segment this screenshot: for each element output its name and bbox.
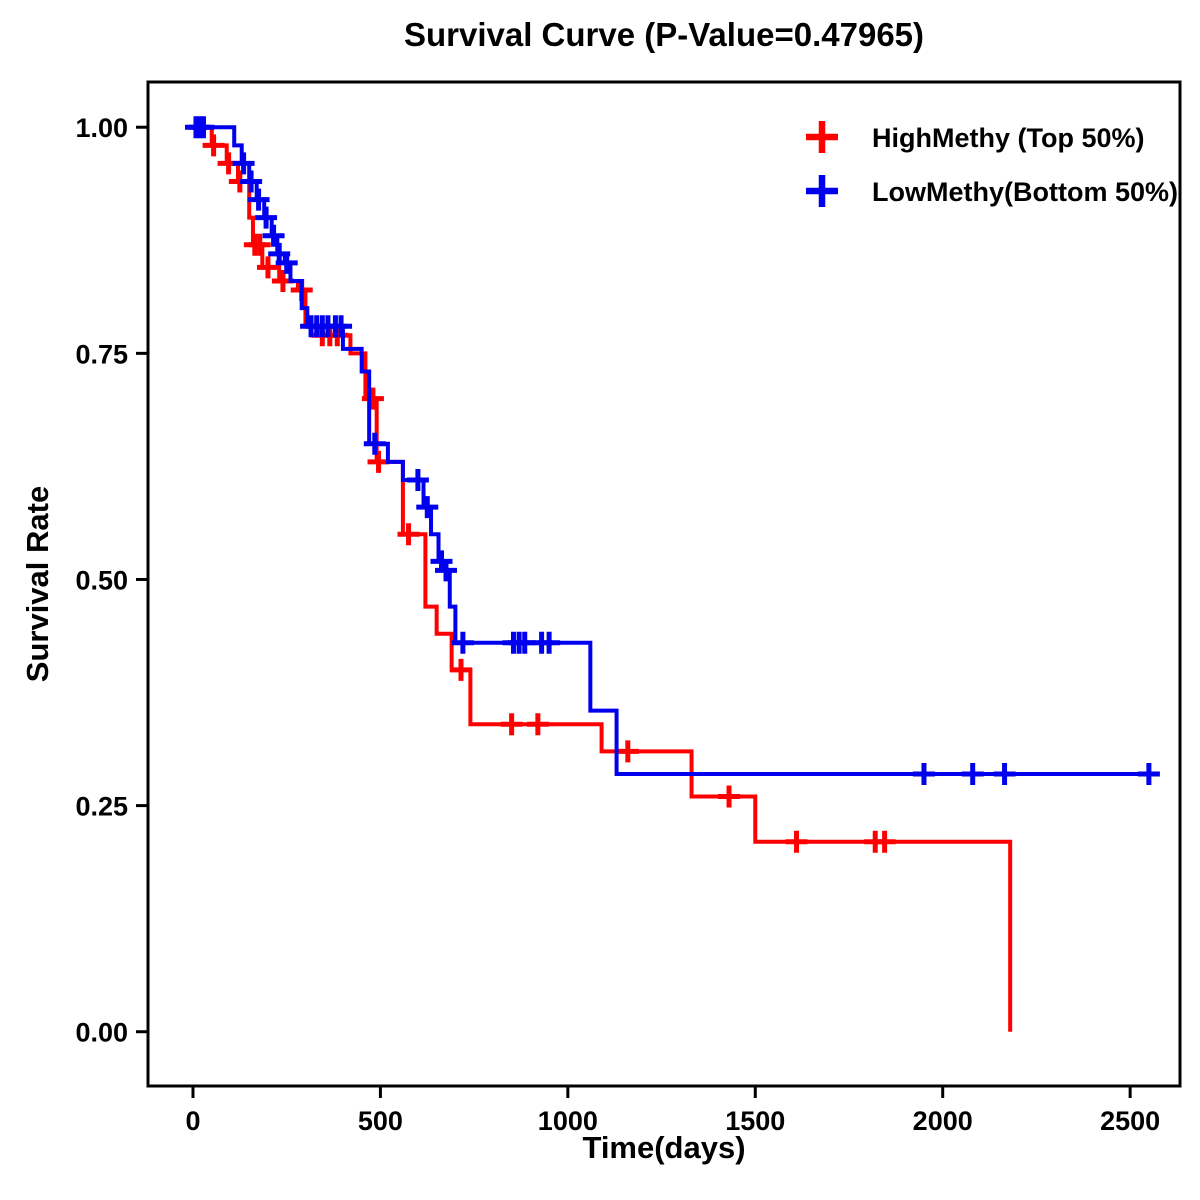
censor-mark-series-0 [450, 658, 473, 681]
censor-mark-series-0 [500, 713, 523, 736]
x-tick-label: 2500 [1100, 1106, 1160, 1136]
censor-mark-series-0 [397, 523, 420, 546]
censor-mark-series-0 [616, 740, 639, 763]
legend-marker-series-1 [806, 175, 838, 207]
censor-mark-series-0 [361, 387, 384, 410]
censor-mark-series-1 [406, 468, 429, 491]
survival-step-curve-series-1 [192, 125, 1157, 776]
x-tick-label: 0 [185, 1106, 200, 1136]
y-tick-label: 0.50 [75, 565, 128, 595]
x-tick-label: 2000 [913, 1106, 973, 1136]
censor-mark-series-1 [416, 496, 439, 519]
y-tick-label: 0.75 [75, 339, 128, 369]
legend-marker-series-0 [806, 121, 838, 153]
y-tick-label: 0.25 [75, 792, 128, 822]
x-tick-label: 1500 [725, 1106, 785, 1136]
censor-mark-series-0 [202, 134, 225, 157]
censor-mark-series-1 [247, 188, 270, 211]
censor-mark-series-0 [718, 785, 741, 808]
censor-mark-series-0 [526, 713, 549, 736]
censor-mark-series-0 [248, 233, 271, 256]
legend-label-series-0: HighMethy (Top 50%) [872, 123, 1145, 153]
y-tick-label: 1.00 [75, 113, 128, 143]
censor-mark-series-1 [435, 559, 458, 582]
y-axis-label: Survival Rate [20, 485, 55, 683]
y-tick-label: 0.00 [75, 1018, 128, 1048]
censor-mark-series-0 [367, 450, 390, 473]
censor-mark-series-1 [275, 251, 298, 274]
legend-label-series-1: LowMethy(Bottom 50%) [872, 177, 1178, 207]
censor-mark-series-1 [961, 762, 984, 785]
censor-mark-series-1 [240, 170, 263, 193]
censor-mark-series-1 [255, 206, 278, 229]
survival-step-curve-series-0 [192, 125, 1013, 1032]
censor-mark-series-0 [256, 256, 279, 279]
censor-mark-series-1 [192, 116, 215, 139]
chart-title: Survival Curve (P-Value=0.47965) [403, 16, 925, 53]
plot-border [146, 80, 1182, 1088]
censor-mark-series-0 [785, 830, 808, 853]
x-tick-label: 500 [358, 1106, 403, 1136]
censor-mark-series-1 [363, 432, 386, 455]
censor-mark-series-0 [873, 830, 896, 853]
censor-mark-series-1 [538, 631, 561, 654]
censor-mark-series-1 [993, 762, 1016, 785]
censor-mark-series-1 [451, 631, 474, 654]
censor-mark-series-1 [232, 152, 255, 175]
censor-mark-series-1 [330, 315, 353, 338]
censor-mark-series-1 [912, 762, 935, 785]
censor-mark-series-1 [1137, 762, 1160, 785]
x-tick-label: 1000 [538, 1106, 598, 1136]
censor-mark-series-1 [262, 224, 285, 247]
x-axis-label: Time(days) [582, 1130, 746, 1165]
